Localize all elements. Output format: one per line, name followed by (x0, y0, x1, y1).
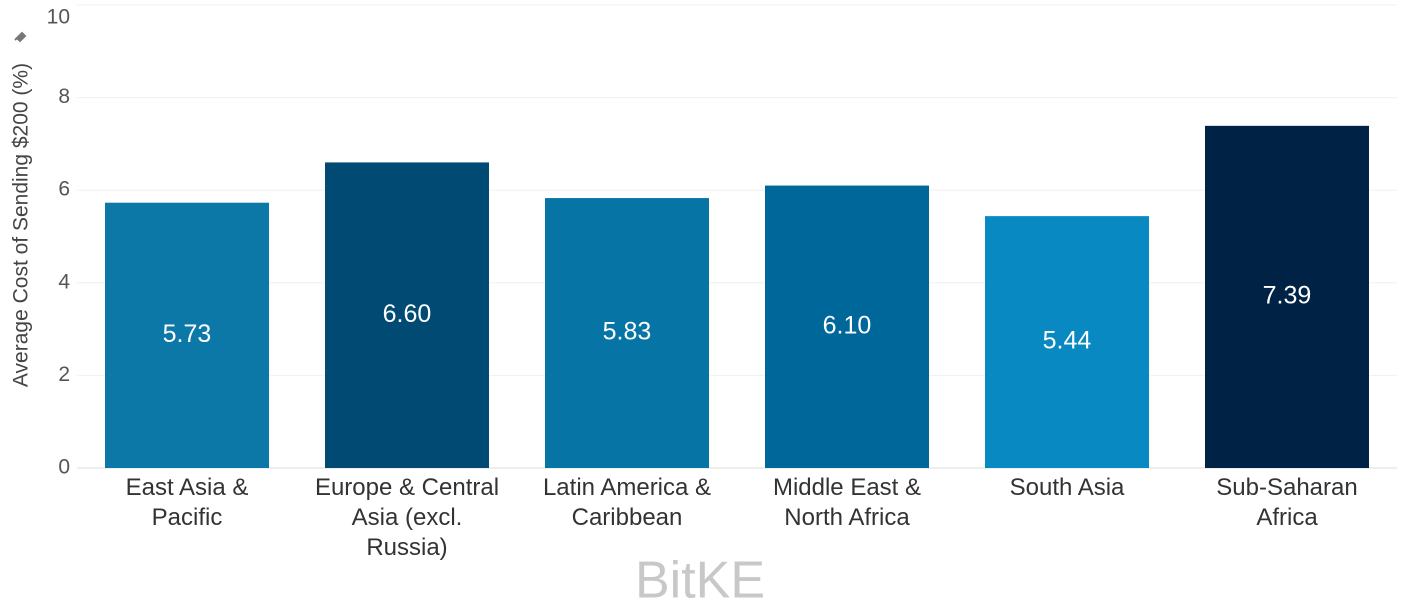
x-tick-label: Europe & Central Asia (excl. Russia) (314, 474, 500, 561)
value-label: 6.10 (823, 311, 872, 339)
value-label: 7.39 (1263, 282, 1312, 310)
bar (1205, 125, 1369, 468)
bar (985, 216, 1149, 468)
x-tick-label: Middle East & North Africa (772, 474, 922, 531)
value-label: 5.73 (163, 320, 212, 348)
y-tick-label: 10 (47, 6, 70, 29)
y-tick-label: 2 (58, 363, 70, 386)
y-axis-label: Average Cost of Sending $200 (%) (10, 63, 33, 387)
y-tick-label: 0 (58, 456, 70, 479)
value-label: 6.60 (383, 300, 432, 328)
x-tick-label: Sub-Saharan Africa (1216, 474, 1358, 531)
value-label: 5.83 (603, 318, 652, 346)
y-tick-label: 8 (58, 85, 70, 108)
x-tick-label: East Asia & Pacific (125, 474, 249, 531)
bar (325, 162, 489, 469)
x-tick-label: South Asia (1009, 474, 1125, 501)
bar (765, 185, 929, 468)
bar (545, 198, 709, 469)
y-tick-label: 6 (58, 178, 70, 201)
bar (105, 202, 269, 469)
pin-icon (14, 31, 27, 43)
value-label: 5.44 (1043, 327, 1092, 355)
x-tick-label: Latin America & Caribbean (542, 474, 712, 531)
y-tick-label: 4 (58, 270, 70, 293)
watermark: BitKE (635, 552, 765, 610)
